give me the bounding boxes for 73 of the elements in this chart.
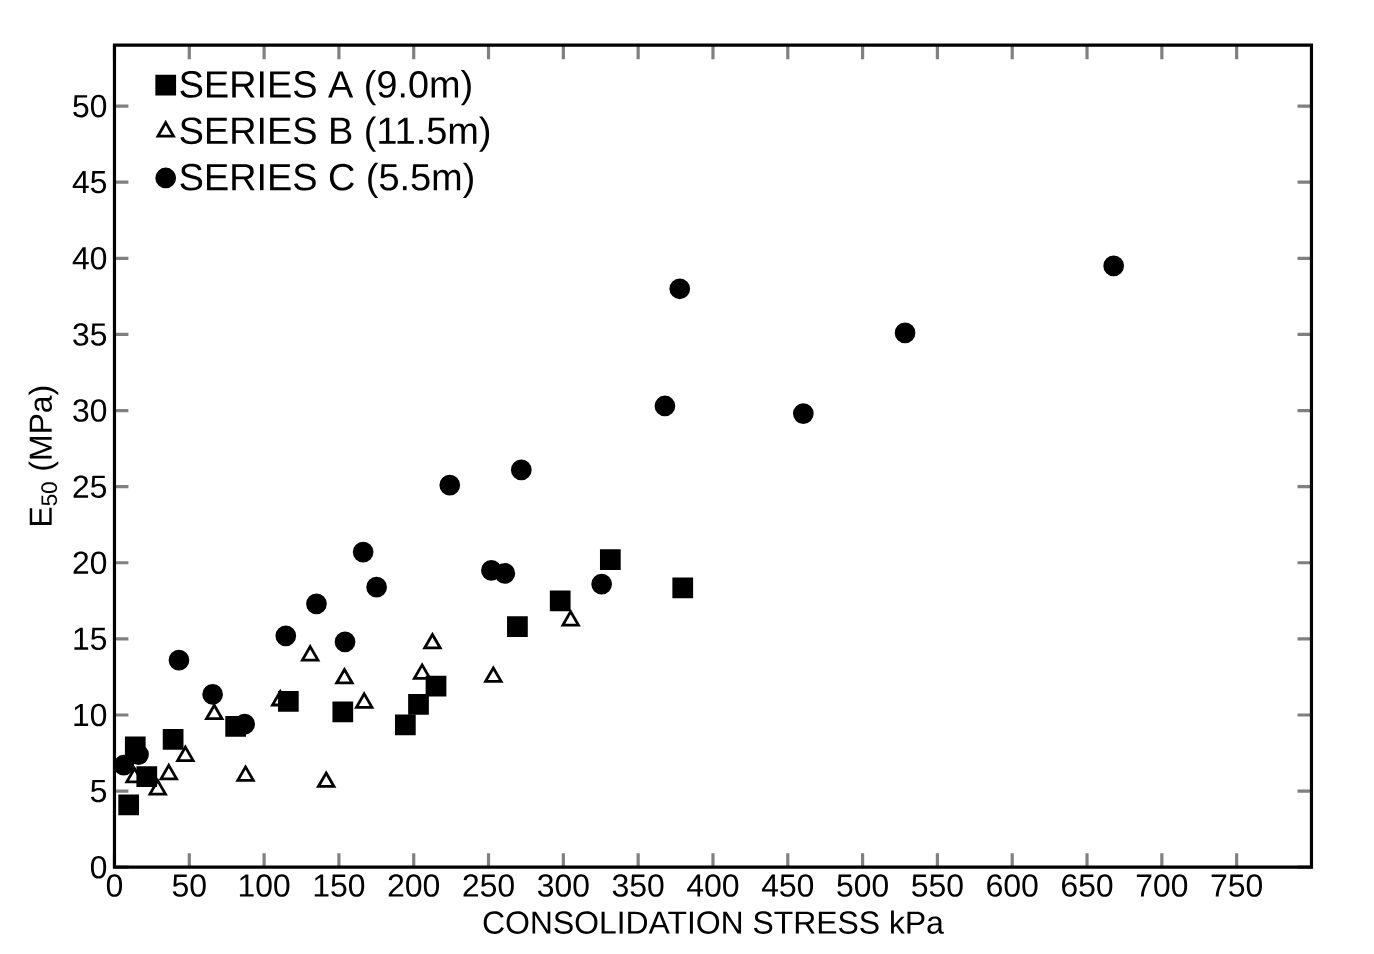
- point: [205, 703, 224, 721]
- point: [275, 625, 297, 647]
- point: [394, 714, 416, 736]
- legend-label: SERIES B (11.5m): [180, 116, 490, 152]
- point: [334, 631, 356, 653]
- x-tick-label: 0: [106, 874, 123, 897]
- point: [306, 593, 327, 615]
- y-tick-label: 45: [72, 171, 107, 194]
- y-tick-label: 30: [73, 399, 107, 422]
- y-axis-title: E$_{50}$ (MPa): [28, 386, 59, 525]
- y-tick-label: 5: [90, 779, 107, 803]
- point: [162, 728, 184, 750]
- point: [792, 403, 814, 424]
- point: [654, 395, 676, 417]
- point: [510, 459, 532, 481]
- x-tick-label: 600: [987, 874, 1038, 897]
- point: [317, 771, 336, 788]
- y-tick-label: 25: [73, 475, 107, 498]
- point: [672, 577, 694, 599]
- point: [599, 549, 621, 571]
- y-tick-label: 10: [74, 703, 107, 727]
- x-tick-label: 100: [239, 874, 290, 897]
- point: [408, 693, 429, 715]
- y-tick-label: 50: [73, 94, 107, 118]
- point: [412, 663, 432, 680]
- point: [494, 563, 516, 584]
- x-tick-label: 450: [761, 874, 814, 897]
- point: [332, 701, 354, 723]
- x-tick-label: 200: [388, 874, 440, 897]
- point: [669, 278, 691, 300]
- point: [202, 684, 223, 705]
- x-tick-label: 500: [837, 874, 888, 897]
- x-tick-label: 350: [612, 874, 664, 897]
- x-tick-label: 250: [463, 874, 514, 897]
- legend-label: SERIES A (9.0m): [180, 70, 471, 106]
- y-tick-label: 15: [74, 627, 107, 651]
- point: [176, 745, 195, 762]
- point: [561, 610, 580, 627]
- x-tick-label: 50: [172, 874, 206, 897]
- point: [118, 794, 140, 816]
- x-tick-label: 650: [1062, 874, 1113, 897]
- point: [148, 779, 167, 796]
- point: [484, 666, 503, 683]
- point: [128, 744, 149, 765]
- point: [549, 590, 571, 612]
- point: [894, 322, 916, 344]
- legend-label: SERIES C (5.5m): [180, 162, 473, 199]
- y-tick-label: 0: [90, 855, 107, 879]
- x-tick-label: 400: [687, 874, 739, 897]
- x-tick-label: 700: [1136, 874, 1188, 897]
- x-tick-label: 150: [314, 874, 365, 897]
- point: [113, 754, 135, 776]
- x-tick-label: 750: [1211, 874, 1262, 897]
- point: [301, 645, 320, 662]
- point: [335, 668, 354, 685]
- point: [439, 474, 461, 496]
- point: [1103, 255, 1125, 277]
- point: [423, 633, 442, 650]
- point: [366, 576, 387, 598]
- point: [159, 763, 178, 781]
- point: [355, 692, 374, 709]
- point: [352, 541, 374, 563]
- x-tick-label: 550: [912, 874, 963, 897]
- point: [425, 675, 447, 697]
- y-tick-label: 40: [72, 247, 107, 270]
- x-tick-label: 300: [537, 874, 589, 897]
- x-axis-title: CONSOLIDATION STRESS kPa: [483, 910, 944, 934]
- point: [168, 649, 190, 671]
- point: [591, 573, 613, 595]
- y-tick-label: 20: [73, 551, 107, 575]
- point: [236, 765, 255, 782]
- point: [507, 616, 528, 638]
- y-tick-label: 35: [73, 323, 107, 346]
